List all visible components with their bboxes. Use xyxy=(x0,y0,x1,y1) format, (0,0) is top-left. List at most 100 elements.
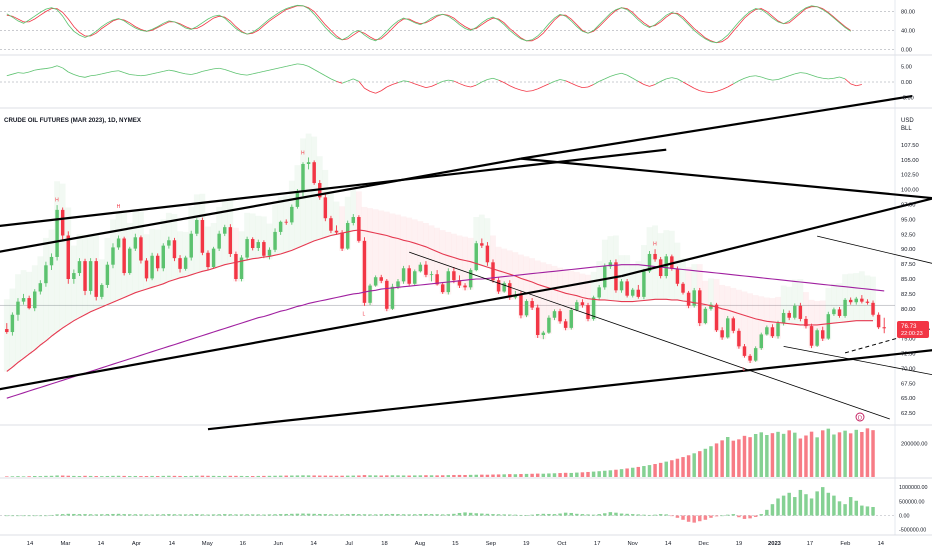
volume-delta-tick-label: 1000000.00 xyxy=(899,485,927,491)
candle-body xyxy=(776,323,780,337)
candle-body xyxy=(703,308,708,324)
candle-body xyxy=(94,261,98,297)
cloud-segment xyxy=(445,231,452,295)
price-axis[interactable]: 107.50 105.00 102.50 100.00 97.50 95.00 92.50 9… xyxy=(899,9,927,533)
momentum-segment xyxy=(252,72,259,75)
trendline-thick[interactable] xyxy=(621,190,932,278)
volume-bar xyxy=(742,435,747,477)
candle-body xyxy=(44,265,48,284)
dividend-marker[interactable]: D xyxy=(855,412,865,422)
volume-delta-bar xyxy=(77,514,82,516)
volume-bar xyxy=(278,475,283,477)
candle-body xyxy=(262,242,266,256)
volume-delta-bar xyxy=(748,515,752,519)
candle-body xyxy=(83,261,87,291)
momentum-segment xyxy=(800,72,807,74)
volume-bar xyxy=(178,475,182,477)
candle-body xyxy=(150,255,154,279)
trendline-thick[interactable] xyxy=(207,346,932,431)
candle-body xyxy=(407,268,411,284)
volume-bar xyxy=(474,474,478,477)
volume-bar xyxy=(195,475,199,477)
candle-body xyxy=(580,302,585,306)
momentum-segment xyxy=(73,74,80,77)
momentum-segment xyxy=(537,86,544,90)
cloud-segment xyxy=(523,256,530,318)
volume-bar xyxy=(547,473,551,477)
volume-delta-bar xyxy=(820,487,825,516)
volume-pane[interactable] xyxy=(5,428,875,477)
volume-delta-pane[interactable] xyxy=(0,487,895,523)
volume-delta-bar xyxy=(10,515,15,517)
volume-delta-bar xyxy=(848,497,853,516)
momentum-segment xyxy=(420,85,427,89)
volume-delta-bar xyxy=(373,514,378,516)
cloud-segment xyxy=(132,209,139,293)
trendline-thick[interactable] xyxy=(520,94,913,160)
volume-bar xyxy=(670,460,674,477)
volume-delta-bar xyxy=(446,514,451,516)
time-axis[interactable]: 14 Mar 14 Apr 14 May 16 Jun 14 Jul 18 Aug 15 Sep 19 Oct… xyxy=(27,541,885,547)
volume-bar xyxy=(664,461,668,477)
candle-body xyxy=(144,260,149,279)
volume-bar xyxy=(703,448,708,477)
trendline-thick[interactable] xyxy=(520,157,932,202)
volume-bar xyxy=(591,471,596,477)
time-tick-label: 19 xyxy=(736,541,742,547)
price-pane[interactable]: H H H H L L xyxy=(0,94,932,431)
cloud-segment xyxy=(428,225,435,282)
momentum-segment xyxy=(291,63,298,66)
volume-delta-bar xyxy=(429,514,434,516)
high-marker: H xyxy=(301,150,305,156)
volume-delta-bar xyxy=(178,514,182,516)
trendline-thin[interactable] xyxy=(409,251,890,420)
volume-tick-label: 200000.00 xyxy=(901,442,927,448)
momentum-segment xyxy=(375,90,382,94)
volume-delta-bar xyxy=(49,514,54,516)
volume-bar xyxy=(206,475,210,477)
momentum-segment xyxy=(330,78,337,82)
cloud-segment xyxy=(367,208,373,306)
momentum-segment xyxy=(219,67,225,70)
price-tick-label: 105.00 xyxy=(901,158,919,164)
cloud-segment xyxy=(350,190,357,231)
stochastic-pane[interactable] xyxy=(0,4,895,50)
momentum-segment xyxy=(481,79,488,83)
cloud-segment xyxy=(529,258,536,310)
cloud-segment xyxy=(311,136,318,241)
volume-delta-bar xyxy=(217,514,221,516)
trendline-thick[interactable] xyxy=(0,274,622,394)
volume-bar xyxy=(44,475,48,477)
candle-body xyxy=(234,253,238,279)
trendline-thin[interactable] xyxy=(817,235,932,272)
volume-bar xyxy=(267,475,272,477)
volume-delta-bar xyxy=(468,512,473,516)
trendline-thick[interactable] xyxy=(0,157,522,257)
price-tick-label: 65.00 xyxy=(901,396,916,402)
candle-body xyxy=(603,266,607,288)
trendline-thick[interactable] xyxy=(0,148,667,229)
momentum-segment xyxy=(761,76,767,80)
cloud-segment xyxy=(506,250,513,300)
volume-delta-bar xyxy=(206,514,210,516)
volume-bar xyxy=(290,475,294,477)
volume-delta-bar xyxy=(407,514,411,516)
momentum-segment xyxy=(129,74,136,76)
volume-delta-tick-label: -500000.00 xyxy=(899,528,926,534)
volume-bar xyxy=(424,475,428,477)
cloud-segment xyxy=(59,183,66,328)
cloud-segment xyxy=(395,214,401,290)
trendlines[interactable] xyxy=(0,94,932,431)
candle-body xyxy=(250,239,255,249)
trendline-thin[interactable] xyxy=(783,345,932,381)
cloud-segment xyxy=(562,269,569,331)
candle-body xyxy=(765,327,769,335)
momentum-segment xyxy=(694,87,700,92)
momentum-segment xyxy=(241,74,248,76)
momentum-segment xyxy=(163,69,169,72)
volume-bar xyxy=(373,475,378,477)
volume-bar xyxy=(66,475,71,477)
momentum-segment xyxy=(258,70,264,74)
momentum-pane[interactable] xyxy=(0,63,895,94)
